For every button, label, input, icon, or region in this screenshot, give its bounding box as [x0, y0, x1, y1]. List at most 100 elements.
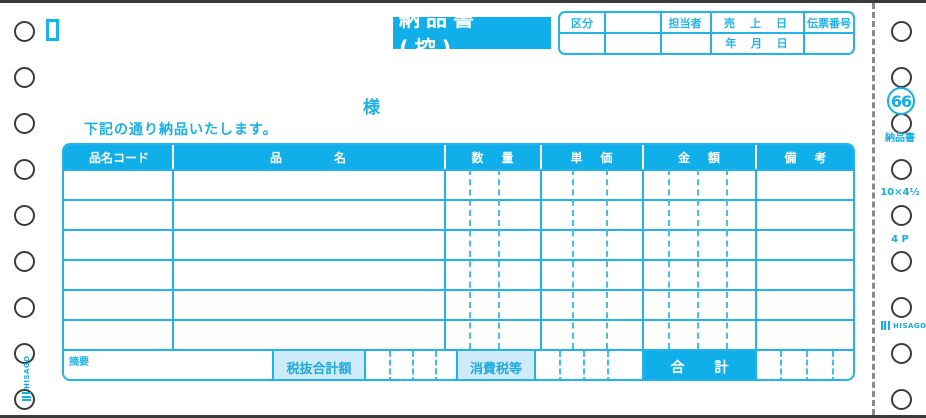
digit-separator: [559, 351, 561, 379]
cell-price[interactable]: [542, 289, 642, 319]
cell-code[interactable]: [64, 169, 172, 199]
form-name-label: 納品書: [885, 133, 915, 144]
cell-note[interactable]: [757, 259, 853, 289]
cell-name[interactable]: [174, 259, 444, 289]
cell-name[interactable]: [174, 169, 444, 199]
cell-note[interactable]: [757, 199, 853, 229]
cell-name[interactable]: [174, 229, 444, 259]
cell-qty[interactable]: [446, 319, 540, 349]
cell-note[interactable]: [757, 289, 853, 319]
cell-name[interactable]: [174, 199, 444, 229]
cell-amount[interactable]: [644, 259, 755, 289]
total-label: 合 計: [644, 351, 755, 379]
digit-separator: [572, 169, 574, 349]
sprocket-hole: [14, 205, 35, 226]
cell-qty[interactable]: [446, 289, 540, 319]
summary-col-line: [456, 351, 458, 379]
column-header-amount: 金 額: [644, 145, 757, 169]
cell-amount[interactable]: [644, 199, 755, 229]
digit-separator: [435, 351, 437, 379]
digit-separator: [806, 351, 808, 379]
cell-amount[interactable]: [644, 169, 755, 199]
page-title: 納品書 (控): [393, 7, 551, 61]
cell-name[interactable]: [174, 319, 444, 349]
row-line: [64, 319, 853, 321]
info-date-entry[interactable]: 年 月 日: [710, 32, 803, 53]
total-value[interactable]: [755, 351, 853, 379]
cell-amount[interactable]: [644, 229, 755, 259]
column-line: [642, 169, 644, 349]
info-table-col-divider: [803, 13, 805, 53]
header-separator: [444, 145, 446, 169]
info-value-denpyou-bangou[interactable]: [803, 32, 853, 53]
header-info-table: 区分 担当者 売 上 日 伝票番号 年 月 日: [558, 11, 855, 55]
cell-code[interactable]: [64, 199, 172, 229]
info-value-tantousha[interactable]: [660, 32, 710, 53]
cell-code[interactable]: [64, 259, 172, 289]
sprocket-hole: [14, 67, 35, 88]
cell-note[interactable]: [757, 319, 853, 349]
sprocket-hole: [891, 113, 912, 134]
cell-qty[interactable]: [446, 229, 540, 259]
subtotal-value[interactable]: [364, 351, 458, 379]
column-line: [755, 169, 757, 349]
row-line: [64, 289, 853, 291]
brand-logo-left: HISAGO: [22, 355, 31, 401]
digit-separator: [583, 351, 585, 379]
cell-name[interactable]: [174, 289, 444, 319]
year-label: 年: [725, 36, 737, 50]
cell-note[interactable]: [757, 229, 853, 259]
header-separator: [755, 145, 757, 169]
cell-price[interactable]: [542, 169, 642, 199]
sprocket-hole: [14, 297, 35, 318]
header-separator: [642, 145, 644, 169]
column-header-note: 備 考: [757, 145, 853, 169]
remarks-value[interactable]: [66, 351, 272, 379]
cell-code[interactable]: [64, 319, 172, 349]
digit-separator: [832, 351, 834, 379]
sprocket-hole: [891, 205, 912, 226]
cell-price[interactable]: [542, 229, 642, 259]
sprocket-hole: [891, 389, 912, 410]
column-header-price: 単 価: [542, 145, 644, 169]
column-line: [444, 169, 446, 349]
cell-note[interactable]: [757, 169, 853, 199]
column-line: [172, 169, 174, 349]
cell-qty[interactable]: [446, 259, 540, 289]
cell-code[interactable]: [64, 229, 172, 259]
cell-price[interactable]: [542, 319, 642, 349]
info-value-kubun[interactable]: [560, 32, 604, 53]
sprocket-hole: [891, 21, 912, 42]
cell-amount[interactable]: [644, 289, 755, 319]
row-line: [64, 259, 853, 261]
day-label: 日: [776, 36, 788, 50]
cell-qty[interactable]: [446, 199, 540, 229]
cell-price[interactable]: [542, 259, 642, 289]
recipient-salutation: 様: [363, 98, 380, 118]
summary-col-line: [364, 351, 366, 379]
digit-separator: [668, 169, 670, 349]
info-header-uriagebi: 売 上 日: [724, 16, 789, 30]
brand-name: HISAGO: [893, 321, 926, 330]
cell-code[interactable]: [64, 289, 172, 319]
product-number-badge: 66: [887, 87, 915, 115]
lead-sentence: 下記の通り納品いたします。: [84, 122, 278, 138]
sprocket-hole: [891, 343, 912, 364]
info-header-kubun: 区分: [571, 16, 593, 30]
info-table-col-divider: [604, 13, 606, 53]
header-separator: [172, 145, 174, 169]
form-size-label: 10×4½: [880, 187, 920, 198]
summary-col-line: [272, 351, 274, 379]
column-header-name: 品 名: [174, 145, 446, 169]
cell-amount[interactable]: [644, 319, 755, 349]
cell-price[interactable]: [542, 199, 642, 229]
sprocket-hole: [14, 21, 35, 42]
registration-mark-icon: [46, 19, 59, 41]
brand-name: HISAGO: [22, 355, 31, 389]
header-separator: [540, 145, 542, 169]
remarks-label: 摘要: [69, 357, 89, 368]
sprocket-hole: [891, 67, 912, 88]
cell-qty[interactable]: [446, 169, 540, 199]
info-value-blank[interactable]: [604, 32, 660, 53]
summary-row-line: [64, 349, 853, 351]
